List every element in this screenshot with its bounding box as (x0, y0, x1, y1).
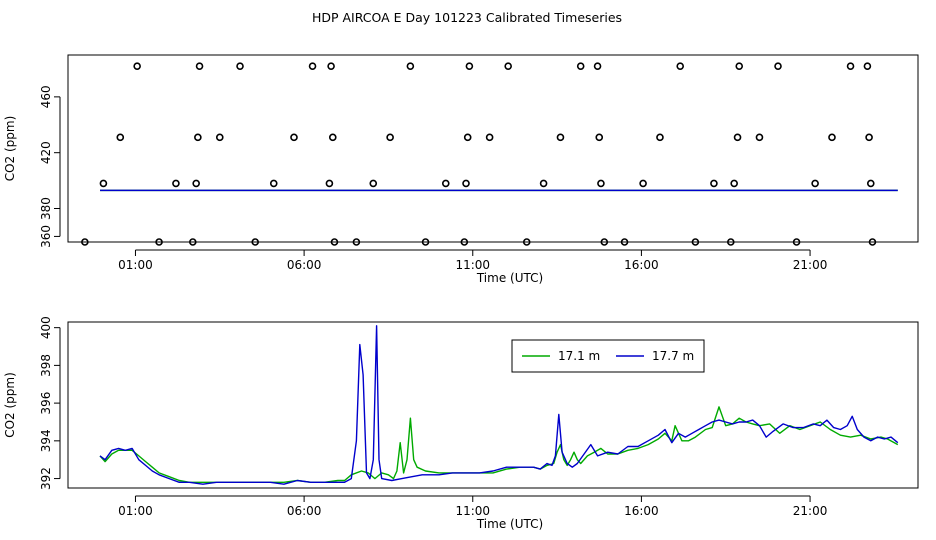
x-axis-label: Time (UTC) (476, 271, 543, 285)
data-point (597, 179, 605, 188)
data-point (733, 133, 742, 142)
bottom-panel: 01:00 06:00 11:00 16:00 21:00 Time (UTC) 392 39… (3, 316, 919, 531)
data-point (656, 133, 664, 142)
data-point (386, 133, 394, 142)
data-point (846, 62, 855, 70)
data-point (710, 179, 718, 188)
data-point (192, 179, 200, 188)
data-point (811, 179, 819, 188)
y-tick-label: 394 (39, 429, 53, 452)
data-point (866, 179, 875, 188)
plot-frame (67, 54, 919, 243)
data-point (269, 179, 278, 188)
data-point (421, 238, 430, 246)
data-point (691, 238, 700, 246)
data-point (465, 62, 474, 70)
data-point (328, 133, 337, 142)
y-axis-label: CO2 (ppm) (3, 372, 17, 438)
data-point (726, 238, 735, 246)
x-tick-label: 06:00 (287, 504, 322, 518)
data-point (172, 179, 180, 188)
y-tick-label: 460 (39, 85, 53, 108)
data-point (460, 238, 469, 246)
data-point (676, 62, 685, 70)
data-point (325, 179, 334, 188)
data-point (828, 133, 836, 142)
data-point (595, 133, 604, 142)
data-point (155, 238, 163, 246)
x-tick-label: 06:00 (287, 258, 322, 272)
data-point (730, 179, 738, 188)
data-point (133, 62, 141, 70)
data-point (369, 179, 378, 188)
series-line-17-1-m (99, 406, 899, 483)
data-point (352, 238, 361, 246)
data-point (620, 238, 629, 246)
top-panel: 01:00 06:00 11:00 16:00 21:00 Time (UTC) 360 38… (3, 54, 919, 285)
data-point (865, 133, 873, 142)
data-point (639, 179, 647, 188)
y-tick-label: 400 (39, 316, 53, 339)
y-tick-label: 360 (39, 225, 53, 248)
x-tick-label: 21:00 (793, 258, 828, 272)
data-point (327, 62, 335, 70)
x-tick-label: 11:00 (455, 504, 490, 518)
y-tick-label: 420 (39, 141, 53, 164)
figure-title: HDP AIRCOA E Day 101223 Calibrated Times… (312, 10, 622, 25)
data-point (504, 62, 512, 70)
x-tick-label: 11:00 (455, 258, 490, 272)
y-tick-label: 380 (39, 197, 53, 220)
x-tick-label: 01:00 (118, 504, 153, 518)
data-point (485, 133, 494, 142)
data-point (463, 133, 472, 142)
data-point (441, 179, 450, 188)
x-tick-label: 01:00 (118, 258, 153, 272)
data-point (735, 62, 744, 70)
data-point (236, 62, 244, 70)
data-point (868, 238, 877, 246)
data-point (600, 238, 609, 246)
data-point (189, 238, 197, 246)
data-point (576, 62, 585, 70)
y-axis-label: CO2 (ppm) (3, 116, 17, 182)
data-point (406, 62, 415, 70)
data-point (194, 133, 202, 142)
data-point (462, 179, 470, 188)
data-point (522, 238, 531, 246)
data-point (774, 62, 782, 70)
data-point (330, 238, 339, 246)
data-point (792, 238, 801, 246)
x-tick-label: 16:00 (624, 258, 659, 272)
data-point (308, 62, 317, 70)
data-point (556, 133, 565, 142)
data-point (215, 133, 224, 142)
data-point (81, 238, 89, 246)
legend-label: 17.7 m (652, 349, 694, 363)
series-line-17-7-m (99, 325, 899, 485)
data-point (251, 238, 260, 246)
plot-frame (67, 321, 919, 489)
data-point (755, 133, 764, 142)
data-point (593, 62, 602, 70)
data-point (116, 133, 125, 142)
x-tick-label: 16:00 (624, 504, 659, 518)
data-point (290, 133, 298, 142)
y-tick-label: 396 (39, 392, 53, 415)
y-tick-label: 398 (39, 354, 53, 377)
data-point (863, 62, 872, 70)
data-point (99, 179, 108, 188)
x-axis-label: Time (UTC) (476, 517, 543, 531)
legend-label: 17.1 m (558, 349, 600, 363)
data-point (195, 62, 204, 70)
x-tick-label: 21:00 (793, 504, 828, 518)
y-tick-label: 392 (39, 467, 53, 490)
data-point (539, 179, 548, 188)
